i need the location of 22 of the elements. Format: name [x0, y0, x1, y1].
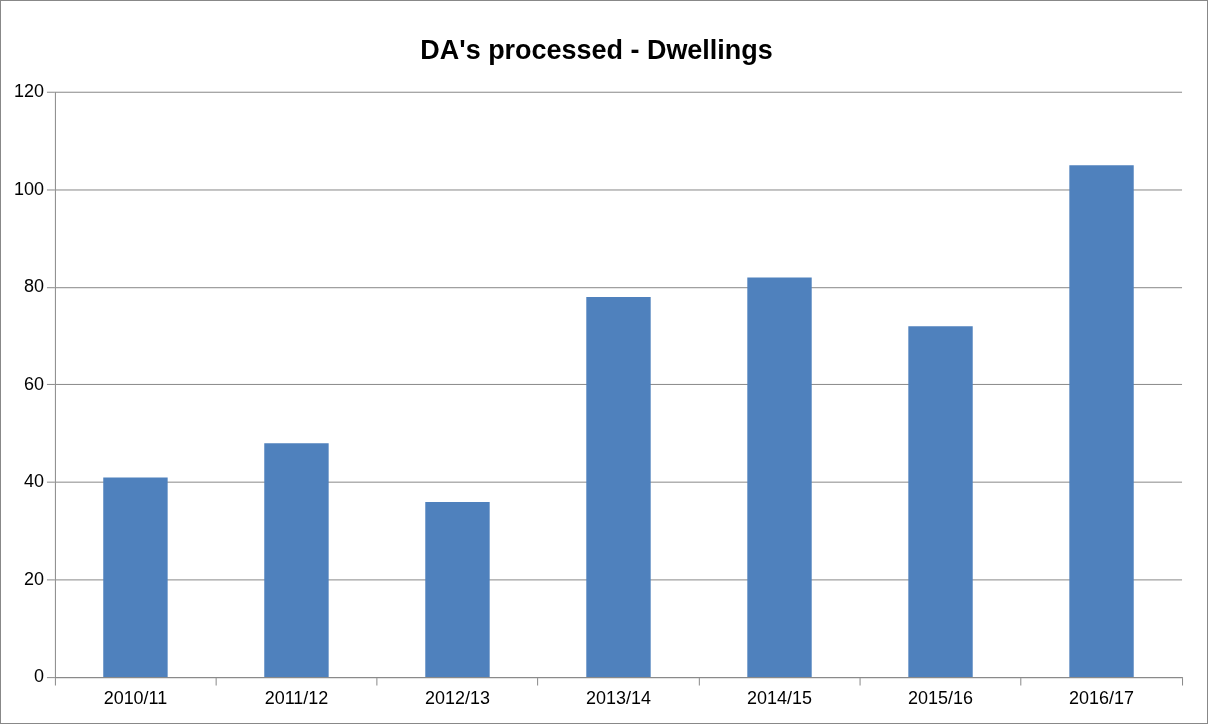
bar: [425, 501, 490, 678]
y-tick-label: 20: [23, 568, 44, 589]
x-tick-label: 2015/16: [908, 688, 973, 709]
bar: [264, 443, 329, 678]
bar: [908, 326, 973, 678]
bar: [1069, 165, 1134, 678]
x-tick-label: 2010/11: [103, 688, 168, 709]
y-tick-label: 120: [13, 81, 44, 102]
y-tick-label: 60: [23, 373, 44, 394]
x-tick-label: 2011/12: [264, 688, 329, 709]
bar: [586, 297, 651, 678]
bar: [103, 477, 168, 678]
y-tick-label: 0: [33, 666, 44, 687]
y-tick-label: 80: [23, 276, 44, 297]
x-tick-label: 2014/15: [747, 688, 812, 709]
bar: [747, 277, 812, 678]
y-tick-label: 40: [23, 471, 44, 492]
chart-title: DA's processed - Dwellings: [420, 35, 773, 66]
x-tick-label: 2016/17: [1069, 688, 1135, 709]
y-tick-label: 100: [13, 178, 44, 199]
x-tick-label: 2013/14: [586, 688, 651, 709]
x-tick-label: 2012/13: [425, 688, 490, 709]
